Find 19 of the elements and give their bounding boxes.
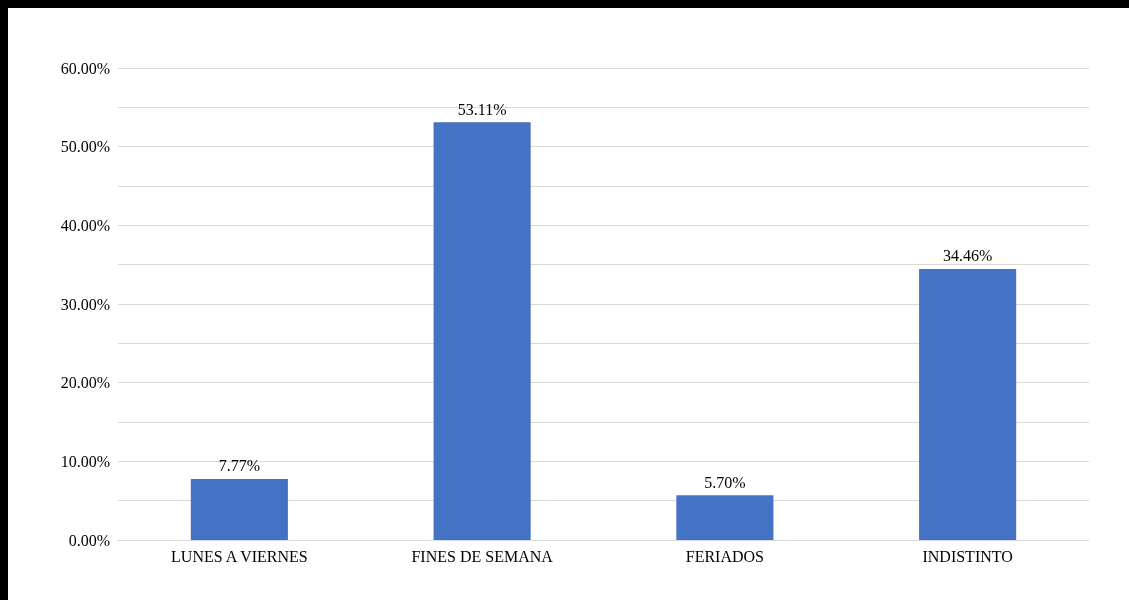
bar: [433, 122, 531, 540]
data-label: 7.77%: [218, 457, 261, 475]
x-tick-label: LUNES A VIERNES: [171, 547, 308, 565]
bar: [190, 478, 288, 540]
y-tick-label: 50.00%: [60, 138, 110, 156]
bar: [919, 268, 1017, 540]
y-tick-label: 60.00%: [60, 59, 110, 77]
data-label: 5.70%: [704, 473, 746, 491]
x-tick-label: FERIADOS: [685, 547, 764, 565]
x-tick-label: FINES DE SEMANA: [411, 547, 554, 565]
y-tick-label: 30.00%: [60, 295, 110, 313]
y-tick-label: 10.00%: [60, 452, 110, 470]
data-label: 53.11%: [457, 100, 507, 118]
y-tick-label: 40.00%: [60, 216, 110, 234]
data-label: 34.46%: [942, 247, 993, 265]
bar: [676, 495, 774, 540]
y-tick-label: 0.00%: [68, 531, 110, 549]
x-tick-label: INDISTINTO: [922, 547, 1013, 565]
y-tick-label: 20.00%: [60, 374, 110, 392]
